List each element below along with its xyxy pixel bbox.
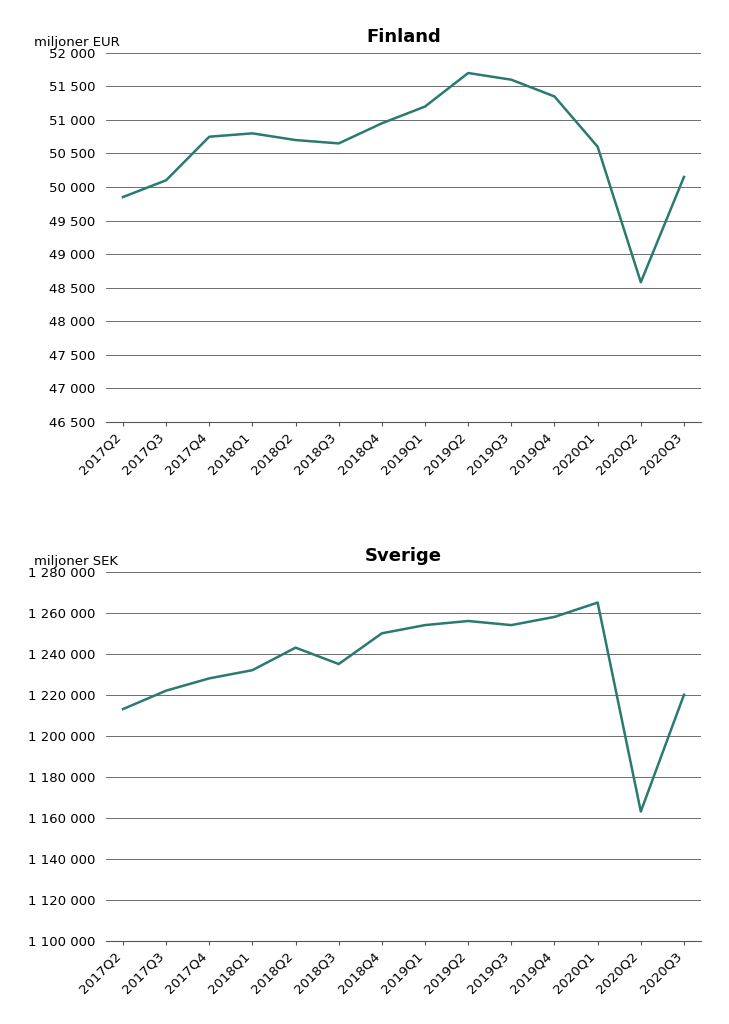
Title: Finland: Finland xyxy=(366,28,441,46)
Text: miljoner SEK: miljoner SEK xyxy=(34,555,118,568)
Title: Sverige: Sverige xyxy=(365,547,442,564)
Text: miljoner EUR: miljoner EUR xyxy=(34,36,120,49)
